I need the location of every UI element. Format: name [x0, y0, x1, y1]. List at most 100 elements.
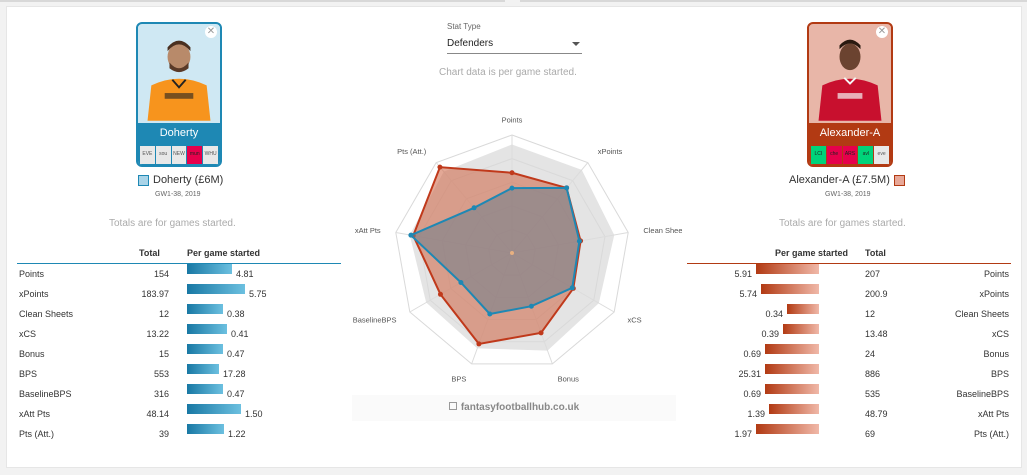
- player1-name: Doherty: [138, 123, 220, 143]
- chart-note: Chart data is per game started.: [439, 67, 577, 78]
- player2-total: 200.9: [865, 289, 888, 299]
- player2-per-game: 5.91: [734, 269, 752, 279]
- player2-fixture-3: avl: [858, 146, 874, 164]
- player1-table-header: Total Per game started: [17, 242, 341, 264]
- player1-total: 48.14: [146, 409, 169, 419]
- player2-table-row: 0.39 13.48 xCS: [687, 324, 1011, 344]
- player1-remove-icon[interactable]: ✕: [205, 26, 217, 38]
- player1-fixture-3: mun: [187, 146, 203, 164]
- player1-total: 316: [153, 389, 169, 399]
- player1-bar: [187, 284, 245, 294]
- radar-point-1-6: [458, 280, 464, 285]
- row-label: xAtt Pts: [977, 409, 1009, 419]
- player1-total: 183.97: [141, 289, 169, 299]
- radar-chart: Points xPoints Clean Sheets xCS Bonus BPS Base…: [353, 116, 682, 384]
- radar-point-1-4: [528, 303, 534, 309]
- player1-legend-label: Doherty (£6M): [153, 174, 224, 186]
- player1-bar: [187, 364, 219, 374]
- player2-totals-note: Totals are for games started.: [779, 218, 906, 229]
- row-label: BaselineBPS: [956, 389, 1009, 399]
- row-label: BPS: [990, 369, 1009, 379]
- player2-total: 24: [865, 349, 876, 359]
- player2-fixture-4: eve: [874, 146, 889, 164]
- radar-series-1: [409, 186, 581, 316]
- stat-type-value: Defenders: [447, 38, 494, 49]
- radar-point-1-5: [487, 311, 493, 317]
- player1-per-game: 1.50: [245, 409, 263, 419]
- player1-bar: [187, 384, 223, 394]
- row-label: xPoints: [19, 289, 49, 299]
- player2-swatch: [893, 174, 905, 186]
- top-border-right: [520, 0, 1027, 2]
- player1-table-row: BaselineBPS 316 0.47: [17, 384, 341, 404]
- stat-type-label: Stat Type: [447, 22, 481, 31]
- row-label: BPS: [19, 369, 38, 379]
- radar-point-1-0: [509, 185, 515, 191]
- player1-photo: [138, 26, 220, 121]
- row-label: Bonus: [983, 349, 1009, 359]
- player1-total: 15: [158, 349, 169, 359]
- player2-per-game: 0.34: [765, 309, 783, 319]
- player2-card[interactable]: ✕ Alexander-A LCI che ARS avl eve: [807, 22, 893, 167]
- player1-table-row: Clean Sheets 12 0.38: [17, 304, 341, 324]
- radar-grid-ring-4: [395, 134, 629, 365]
- player1-totals-note: Totals are for games started.: [109, 218, 236, 229]
- player1-total: 12: [158, 309, 169, 319]
- row-label: Clean Sheets: [954, 309, 1009, 319]
- radar-point-0-5: [476, 341, 482, 347]
- player2-stats-table: Per game started Total 5.91 207 Points 5.74…: [687, 242, 1011, 444]
- row-label: Points: [983, 269, 1009, 279]
- row-label: Clean Sheets: [19, 309, 74, 319]
- player1-table-row: Bonus 15 0.47: [17, 344, 341, 364]
- player2-per-game: 0.69: [743, 349, 761, 359]
- player1-per-game: 17.28: [223, 369, 246, 379]
- radar-point-1-2: [576, 238, 582, 244]
- radar-point-0-0: [509, 170, 515, 176]
- player2-table-row: 0.69 535 BaselineBPS: [687, 384, 1011, 404]
- player1-legend: Doherty (£6M): [138, 174, 223, 186]
- player2-bar: [769, 404, 819, 414]
- watermark: fantasyfootballhub.co.uk: [352, 395, 676, 421]
- player1-fixture-0: EVE: [140, 146, 155, 164]
- player2-bar: [761, 284, 819, 294]
- player2-name: Alexander-A: [809, 123, 891, 143]
- player1-bar: [187, 304, 223, 314]
- player1-table-row: Pts (Att.) 39 1.22: [17, 424, 341, 444]
- player1-table-row: Points 154 4.81: [17, 264, 341, 284]
- row-label: Pts (Att.): [973, 429, 1009, 439]
- player2-col-per-game: Per game started: [775, 248, 849, 258]
- player2-photo: [809, 26, 891, 121]
- player2-per-game: 0.39: [761, 329, 779, 339]
- player2-table-row: 1.97 69 Pts (Att.): [687, 424, 1011, 444]
- player1-total: 13.22: [146, 329, 169, 339]
- player1-per-game: 0.47: [227, 349, 245, 359]
- player1-fixtures: EVE sou NEW mun WHU: [138, 143, 220, 165]
- player2-fixtures: LCI che ARS avl eve: [809, 143, 891, 165]
- row-label: xCS: [19, 329, 37, 339]
- stat-type-select[interactable]: Defenders: [447, 34, 582, 54]
- player1-stats-table: Total Per game started Points 154 4.81 xPoi…: [17, 242, 341, 444]
- row-label: BaselineBPS: [19, 389, 72, 399]
- player1-col-total: Total: [139, 248, 160, 258]
- player2-per-game: 25.31: [738, 369, 761, 379]
- radar-axis-label-2: Clean Sheets: [643, 226, 682, 235]
- player2-bar: [756, 264, 819, 274]
- player1-card[interactable]: ✕ Doherty EVE sou NEW mun WHU: [136, 22, 222, 167]
- player2-fixture-0: LCI: [811, 146, 826, 164]
- player2-remove-icon[interactable]: ✕: [876, 26, 888, 38]
- player1-fixture-4: WHU: [203, 146, 218, 164]
- player2-total: 886: [865, 369, 881, 379]
- player1-table-row: xPoints 183.97 5.75: [17, 284, 341, 304]
- player2-table-row: 25.31 886 BPS: [687, 364, 1011, 384]
- player1-total: 553: [153, 369, 169, 379]
- player2-fixture-2: ARS: [842, 146, 858, 164]
- player1-per-game: 4.81: [236, 269, 254, 279]
- radar-point-0-8: [437, 164, 443, 170]
- player1-table-row: xAtt Pts 48.14 1.50: [17, 404, 341, 424]
- player2-bar: [756, 424, 819, 434]
- chevron-down-icon: [572, 42, 580, 46]
- player2-total: 207: [865, 269, 881, 279]
- player2-per-game: 5.74: [739, 289, 757, 299]
- row-label: Bonus: [19, 349, 45, 359]
- player1-per-game: 5.75: [249, 289, 267, 299]
